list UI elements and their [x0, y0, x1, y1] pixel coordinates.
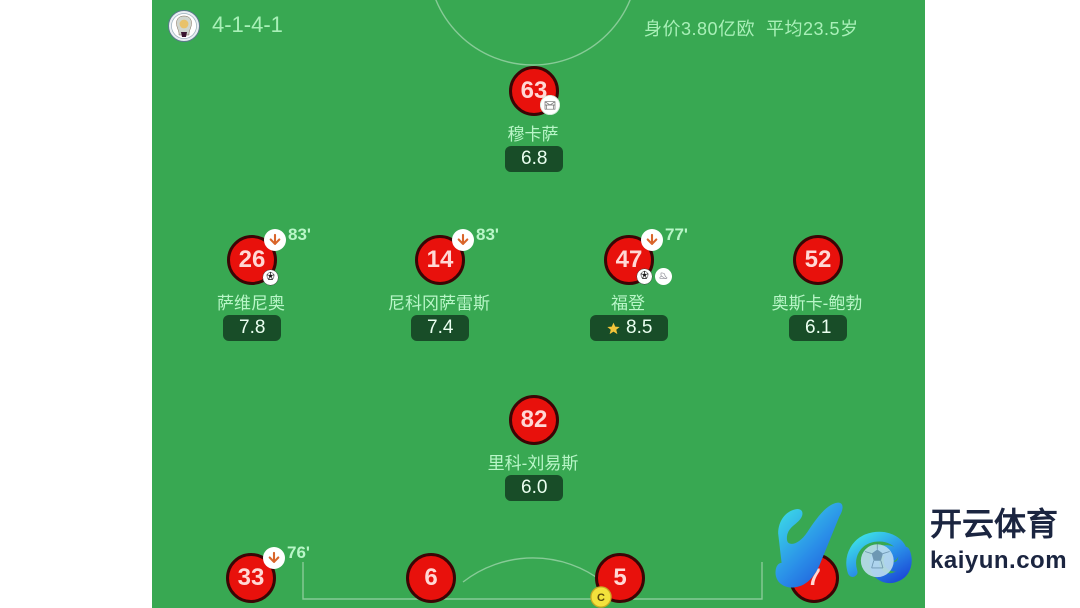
svg-text:C: C: [597, 592, 605, 604]
